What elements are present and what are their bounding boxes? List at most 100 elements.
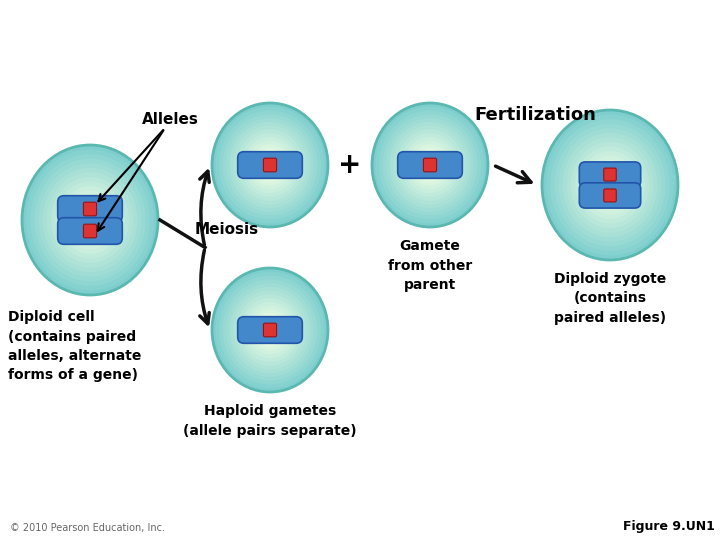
FancyBboxPatch shape	[238, 316, 302, 343]
Text: Diploid cell
(contains paired
alleles, alternate
forms of a gene): Diploid cell (contains paired alleles, a…	[8, 310, 141, 382]
Ellipse shape	[38, 163, 142, 277]
Ellipse shape	[542, 110, 678, 260]
Ellipse shape	[372, 103, 488, 227]
Ellipse shape	[247, 140, 293, 190]
Text: Meiosis: Meiosis	[195, 222, 259, 238]
Ellipse shape	[219, 111, 321, 219]
Ellipse shape	[243, 137, 297, 193]
Text: Diploid zygote
(contains
paired alleles): Diploid zygote (contains paired alleles)	[554, 272, 666, 325]
Ellipse shape	[592, 165, 629, 205]
Ellipse shape	[600, 174, 620, 196]
Ellipse shape	[68, 195, 112, 245]
Ellipse shape	[418, 152, 442, 178]
Ellipse shape	[372, 103, 488, 227]
Ellipse shape	[226, 118, 314, 212]
Ellipse shape	[237, 294, 303, 366]
Ellipse shape	[71, 200, 109, 240]
Ellipse shape	[51, 177, 129, 263]
Ellipse shape	[550, 119, 670, 251]
Ellipse shape	[55, 181, 125, 259]
Ellipse shape	[212, 268, 328, 392]
Ellipse shape	[554, 124, 665, 246]
Ellipse shape	[212, 103, 328, 227]
Ellipse shape	[215, 272, 325, 388]
Ellipse shape	[22, 145, 158, 295]
Ellipse shape	[233, 291, 307, 369]
Text: Fertilization: Fertilization	[474, 106, 596, 124]
Ellipse shape	[261, 321, 279, 339]
Ellipse shape	[559, 128, 662, 242]
Ellipse shape	[567, 137, 653, 233]
Ellipse shape	[35, 159, 145, 281]
Ellipse shape	[233, 126, 307, 205]
Ellipse shape	[47, 172, 133, 268]
Ellipse shape	[219, 275, 321, 384]
Text: Alleles: Alleles	[142, 112, 199, 127]
Ellipse shape	[59, 186, 121, 254]
Ellipse shape	[408, 140, 453, 190]
FancyBboxPatch shape	[264, 323, 276, 337]
Ellipse shape	[546, 114, 674, 255]
Ellipse shape	[22, 145, 158, 295]
Ellipse shape	[42, 168, 138, 272]
Ellipse shape	[261, 156, 279, 174]
Text: Gamete
from other
parent: Gamete from other parent	[388, 239, 472, 292]
Ellipse shape	[258, 317, 282, 343]
Ellipse shape	[414, 148, 446, 182]
Ellipse shape	[588, 160, 633, 210]
Ellipse shape	[562, 133, 657, 237]
Ellipse shape	[390, 122, 470, 208]
Ellipse shape	[542, 110, 678, 260]
Ellipse shape	[379, 111, 481, 219]
Ellipse shape	[212, 103, 328, 227]
Text: +: +	[338, 151, 361, 179]
Ellipse shape	[251, 309, 289, 350]
Ellipse shape	[595, 169, 624, 201]
Ellipse shape	[237, 130, 303, 201]
Ellipse shape	[258, 152, 282, 178]
Ellipse shape	[230, 287, 310, 373]
Ellipse shape	[393, 126, 467, 205]
Ellipse shape	[247, 306, 293, 354]
FancyBboxPatch shape	[580, 183, 641, 208]
FancyBboxPatch shape	[604, 189, 616, 202]
FancyBboxPatch shape	[58, 195, 122, 222]
Ellipse shape	[400, 133, 460, 197]
Ellipse shape	[376, 107, 485, 223]
Ellipse shape	[222, 279, 318, 381]
Ellipse shape	[421, 156, 438, 174]
Ellipse shape	[63, 191, 117, 249]
Ellipse shape	[579, 151, 641, 219]
Text: Figure 9.UN1: Figure 9.UN1	[623, 520, 715, 533]
Ellipse shape	[222, 114, 318, 215]
Ellipse shape	[226, 283, 314, 377]
FancyBboxPatch shape	[423, 158, 436, 172]
Ellipse shape	[26, 150, 154, 291]
FancyBboxPatch shape	[397, 152, 462, 178]
Ellipse shape	[251, 144, 289, 186]
FancyBboxPatch shape	[580, 162, 641, 187]
Ellipse shape	[240, 298, 300, 362]
Ellipse shape	[410, 144, 449, 186]
FancyBboxPatch shape	[238, 152, 302, 178]
Text: © 2010 Pearson Education, Inc.: © 2010 Pearson Education, Inc.	[10, 523, 165, 533]
Text: Haploid gametes
(allele pairs separate): Haploid gametes (allele pairs separate)	[183, 404, 357, 437]
Ellipse shape	[386, 118, 474, 212]
Ellipse shape	[382, 114, 477, 215]
Ellipse shape	[571, 142, 649, 228]
Ellipse shape	[30, 154, 150, 286]
FancyBboxPatch shape	[58, 218, 122, 244]
Ellipse shape	[230, 122, 310, 208]
Ellipse shape	[80, 209, 100, 231]
Ellipse shape	[215, 107, 325, 223]
Ellipse shape	[397, 130, 464, 201]
FancyBboxPatch shape	[604, 168, 616, 181]
Ellipse shape	[254, 148, 286, 182]
Ellipse shape	[240, 133, 300, 197]
Ellipse shape	[404, 137, 456, 193]
Ellipse shape	[583, 156, 636, 214]
Ellipse shape	[243, 302, 297, 358]
Ellipse shape	[212, 268, 328, 392]
FancyBboxPatch shape	[84, 224, 96, 238]
Ellipse shape	[76, 204, 104, 236]
